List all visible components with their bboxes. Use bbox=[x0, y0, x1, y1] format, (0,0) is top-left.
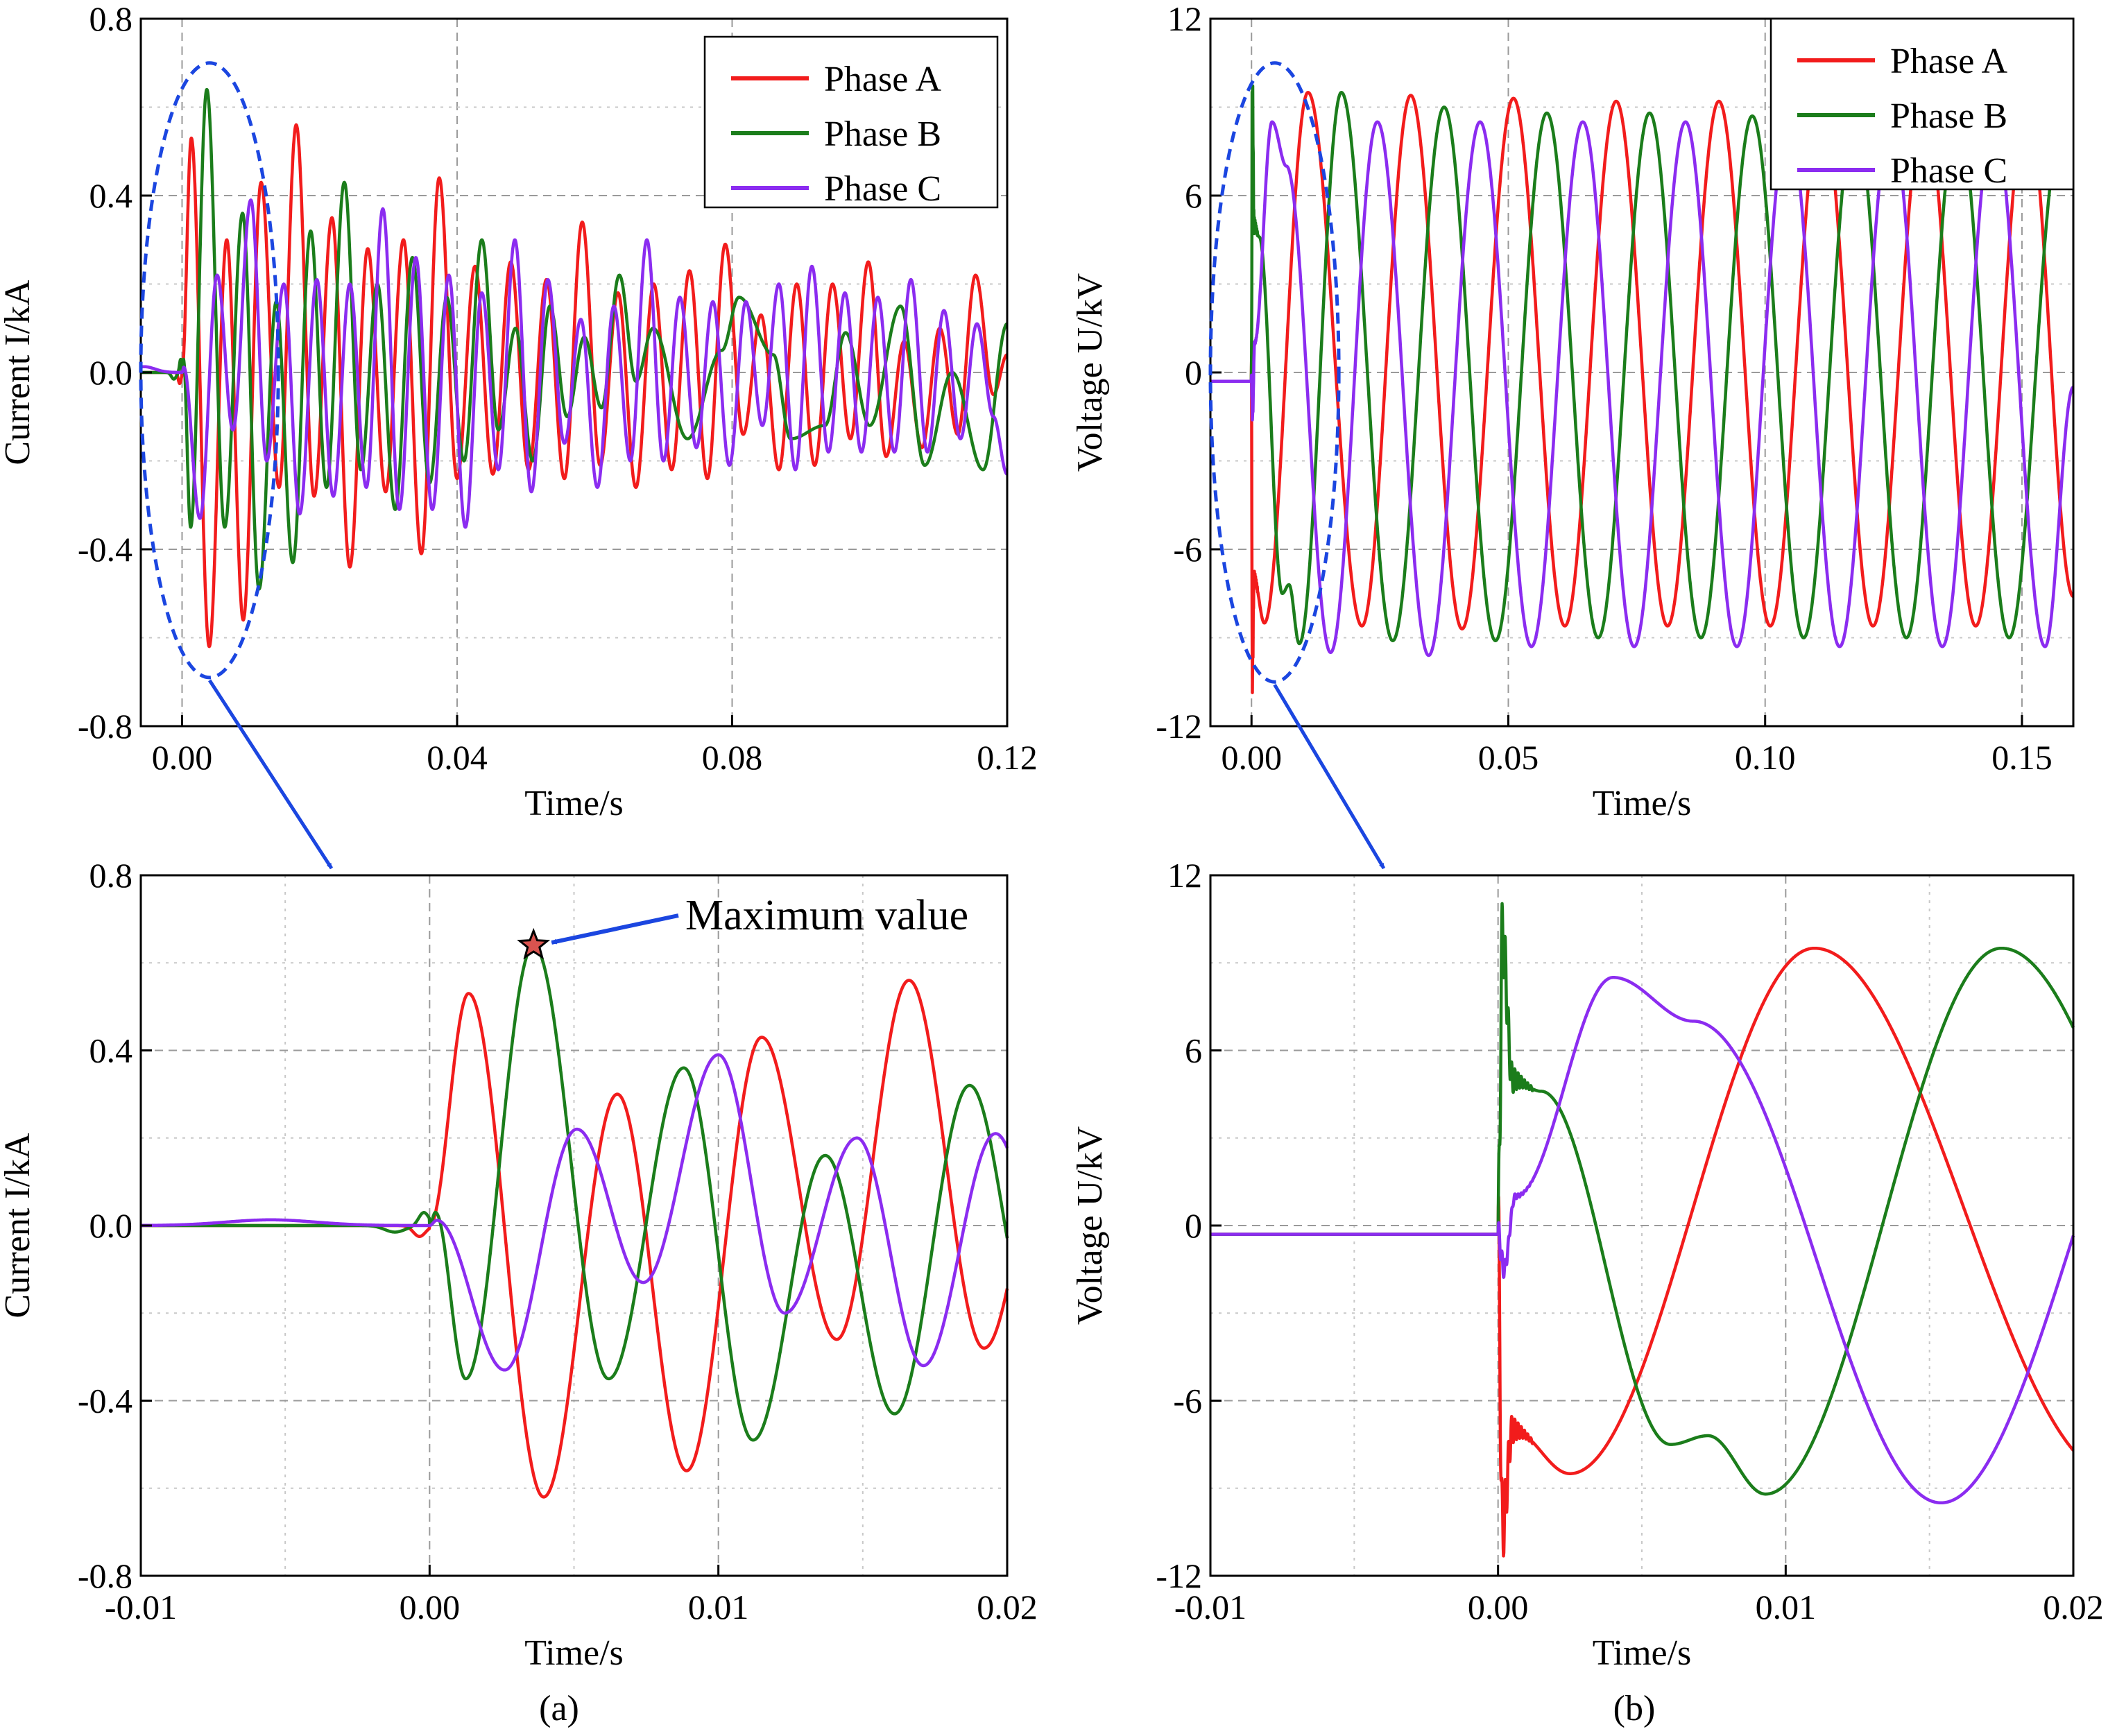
y-tick-label: -12 bbox=[1156, 707, 1202, 746]
x-tick-label: -0.01 bbox=[1174, 1588, 1246, 1626]
zoom-ellipse bbox=[139, 61, 280, 680]
series-phase-c bbox=[139, 1053, 1009, 1372]
x-tick-label: 0.10 bbox=[1735, 738, 1796, 777]
series-group bbox=[139, 87, 1009, 648]
y-tick-label: 6 bbox=[1185, 176, 1202, 215]
y-tick-label: 0.0 bbox=[89, 353, 133, 392]
y-tick-label: -6 bbox=[1173, 530, 1202, 569]
x-tick-label: 0.01 bbox=[688, 1588, 749, 1626]
y-axis-title: Voltage U/kV bbox=[1070, 273, 1110, 472]
y-tick-label: 12 bbox=[1167, 856, 1202, 895]
star-icon bbox=[517, 927, 551, 960]
current-chart-zoomed: -0.01 0.00 0.01 0.02 -0.8 -0.4 0.0 0.4 0.8 Time/s… bbox=[0, 856, 1038, 1673]
legend-entry: Phase C bbox=[1890, 151, 2007, 191]
series-phase-c bbox=[139, 198, 1009, 529]
y-axis-title: Current I/kA bbox=[0, 280, 37, 465]
x-tick-label: 0.02 bbox=[977, 1588, 1038, 1626]
ticks: -0.01 0.00 0.01 0.02 -12 -6 0 6 12 bbox=[1156, 856, 2103, 1626]
ticks: 0.00 0.04 0.08 0.12 -0.8 -0.4 0.0 0.4 0.8 bbox=[78, 0, 1038, 777]
y-tick-label: 6 bbox=[1185, 1031, 1202, 1070]
voltage-chart-overview: 0.00 0.05 0.10 0.15 -12 -6 0 6 12 Time/s Voltage U… bbox=[1070, 0, 2075, 823]
legend-entry: Phase C bbox=[824, 169, 941, 209]
x-tick-label: 0.01 bbox=[1756, 1588, 1817, 1626]
x-tick-label: 0.15 bbox=[1991, 738, 2053, 777]
legend-entry: Phase A bbox=[1890, 42, 2007, 81]
y-axis-title: Voltage U/kV bbox=[1070, 1126, 1110, 1325]
ticks: 0.00 0.05 0.10 0.15 -12 -6 0 6 12 bbox=[1156, 0, 2052, 777]
series-phase-c bbox=[1209, 976, 2075, 1505]
caption-a: (a) bbox=[539, 1689, 579, 1728]
legend-entry: Phase B bbox=[1890, 96, 2007, 136]
y-axis-title: Current I/kA bbox=[0, 1133, 37, 1318]
x-tick-label: 0.04 bbox=[427, 738, 488, 777]
series-phase-b bbox=[139, 87, 1009, 591]
y-tick-label: -0.8 bbox=[78, 1556, 132, 1595]
y-tick-label: 12 bbox=[1167, 0, 1202, 38]
x-tick-label: 0.02 bbox=[2043, 1588, 2104, 1626]
max-value-label: Maximum value bbox=[685, 892, 968, 939]
y-tick-label: 0 bbox=[1185, 1206, 1202, 1245]
x-tick-label: 0.00 bbox=[400, 1588, 461, 1626]
x-axis-title: Time/s bbox=[1593, 784, 1692, 823]
y-tick-label: 0.8 bbox=[89, 0, 133, 38]
grid bbox=[141, 875, 1007, 1576]
y-tick-label: 0 bbox=[1185, 353, 1202, 392]
legend: Phase A Phase B Phase C bbox=[703, 35, 999, 209]
zoom-ellipse bbox=[1208, 61, 1341, 684]
series-phase-b bbox=[1209, 84, 2075, 646]
x-tick-label: 0.00 bbox=[1221, 738, 1282, 777]
x-tick-label: 0.05 bbox=[1478, 738, 1539, 777]
zoom-arrow-current bbox=[208, 679, 334, 870]
x-tick-label: 0.12 bbox=[977, 738, 1038, 777]
legend-entry: Phase B bbox=[824, 114, 941, 154]
x-axis-title: Time/s bbox=[524, 1633, 624, 1673]
ticks: -0.01 0.00 0.01 0.02 -0.8 -0.4 0.0 0.4 0.8 bbox=[78, 856, 1038, 1626]
y-tick-label: -0.4 bbox=[78, 1382, 132, 1420]
y-tick-label: 0.8 bbox=[89, 856, 133, 895]
x-axis-title: Time/s bbox=[524, 784, 624, 823]
y-tick-label: -12 bbox=[1156, 1556, 1202, 1595]
max-value-arrow bbox=[551, 913, 679, 945]
annotations-layer: (a) (b) Maximum value bbox=[208, 679, 1656, 1728]
voltage-chart-zoomed: -0.01 0.00 0.01 0.02 -12 -6 0 6 12 Time/s Voltage … bbox=[1070, 856, 2104, 1673]
series-group bbox=[139, 943, 1009, 1499]
series-phase-c bbox=[1209, 120, 2075, 658]
legend-box bbox=[703, 35, 999, 209]
x-tick-label: 0.00 bbox=[152, 738, 213, 777]
series-phase-a bbox=[139, 123, 1009, 648]
y-tick-label: 0.4 bbox=[89, 1031, 133, 1070]
zoom-arrow-voltage bbox=[1273, 683, 1386, 870]
y-tick-label: -6 bbox=[1173, 1382, 1202, 1420]
y-tick-label: 0.4 bbox=[89, 176, 133, 215]
x-tick-label: 0.00 bbox=[1468, 1588, 1529, 1626]
y-tick-label: 0.0 bbox=[89, 1206, 133, 1245]
x-axis-title: Time/s bbox=[1593, 1633, 1692, 1673]
current-chart-overview: 0.00 0.04 0.08 0.12 -0.8 -0.4 0.0 0.4 0.8 Time/s C… bbox=[0, 0, 1038, 823]
y-tick-label: -0.8 bbox=[78, 707, 132, 746]
legend-entry: Phase A bbox=[824, 60, 941, 99]
legend: Phase A Phase B Phase C bbox=[1769, 17, 2075, 191]
caption-b: (b) bbox=[1613, 1689, 1656, 1728]
series-group bbox=[1209, 902, 2075, 1558]
x-tick-label: -0.01 bbox=[105, 1588, 177, 1626]
series-phase-b bbox=[139, 943, 1009, 1442]
legend-box bbox=[1769, 17, 2075, 191]
y-tick-label: -0.4 bbox=[78, 530, 132, 569]
x-tick-label: 0.08 bbox=[702, 738, 763, 777]
